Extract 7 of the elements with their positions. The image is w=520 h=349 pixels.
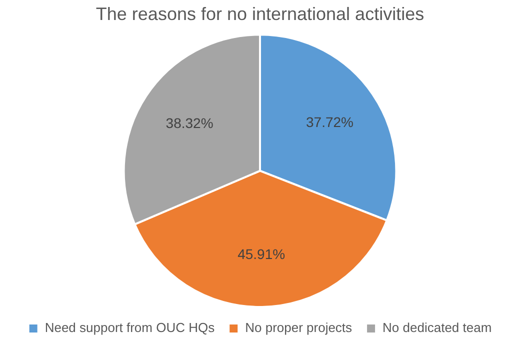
data-label: 37.72% xyxy=(306,114,354,130)
legend-label: Need support from OUC HQs xyxy=(44,320,216,336)
chart-title: The reasons for no international activities xyxy=(96,4,424,24)
data-label: 38.32% xyxy=(166,115,214,132)
legend-label: No proper projects xyxy=(245,320,353,336)
legend-label: No dedicated team xyxy=(382,320,492,336)
data-label: 45.91% xyxy=(238,246,286,262)
